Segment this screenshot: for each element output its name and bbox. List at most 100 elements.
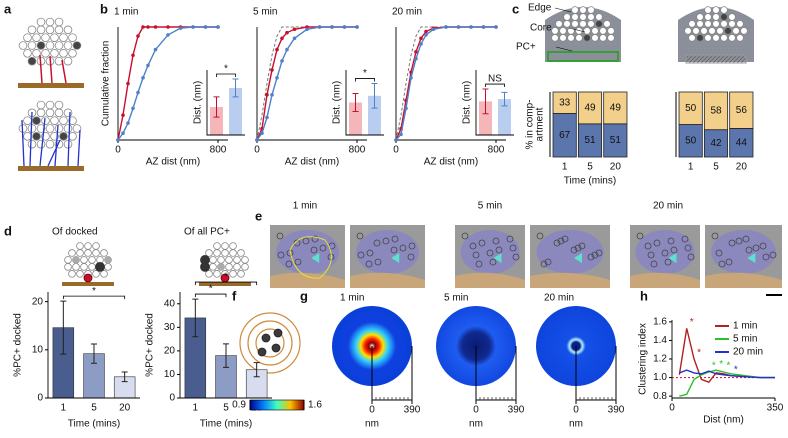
- vesicle: [512, 253, 520, 261]
- error-bar: [192, 298, 199, 338]
- tether: [21, 119, 25, 167]
- micrograph-title: 20 min: [653, 201, 683, 212]
- vesicle: [571, 6, 579, 14]
- vesicle: [80, 256, 88, 264]
- x-tick-label: 1: [688, 162, 694, 173]
- vesicle: [88, 256, 96, 264]
- active-zone: [18, 83, 84, 88]
- vesicle: [45, 139, 55, 149]
- vesicle: [68, 49, 77, 58]
- significance: *: [734, 364, 738, 375]
- vesicle: [644, 242, 652, 250]
- error-bar: [60, 300, 67, 355]
- postsynaptic: [455, 272, 525, 288]
- axes: [179, 292, 272, 399]
- value-label: 50: [685, 103, 697, 114]
- docked-marker: [311, 253, 320, 263]
- x-tick-label: 0: [254, 145, 260, 156]
- colorbar-label: 1.6: [308, 400, 322, 411]
- vesicle: [752, 244, 760, 252]
- vesicle: [64, 263, 72, 271]
- vesicle: [759, 242, 767, 250]
- vesicle: [229, 249, 237, 257]
- vesicle: [650, 260, 658, 268]
- vesicle: [80, 263, 88, 271]
- postsynaptic: [630, 272, 700, 288]
- vesicle: [294, 258, 302, 266]
- terminal: [545, 7, 621, 62]
- significance: *: [727, 361, 731, 372]
- data-point: [265, 93, 269, 97]
- vesicle: [587, 6, 595, 14]
- vesicle: [599, 27, 607, 35]
- vesicle: [63, 108, 73, 118]
- docked-marker: [668, 253, 677, 263]
- x-tick-label: 1: [193, 403, 199, 414]
- data-point: [146, 63, 150, 68]
- vesicle: [68, 270, 76, 278]
- vesicle: [36, 100, 46, 110]
- vesicle: [373, 239, 381, 247]
- vesicle: [276, 232, 284, 240]
- value-label: 49: [584, 103, 596, 114]
- vesicle: [237, 249, 245, 257]
- vesicle: [41, 116, 50, 125]
- vesicle: [229, 270, 237, 278]
- vesicle: [700, 27, 708, 35]
- vesicle: [579, 13, 587, 21]
- x-tick-label: 0: [393, 145, 399, 156]
- vesicle: [293, 239, 301, 247]
- vesicle: [68, 33, 77, 42]
- x-tick-label: 390: [608, 405, 625, 416]
- significance-bracket: [216, 73, 236, 77]
- vesicle: [509, 244, 517, 252]
- plot-title: Of all PC+: [184, 227, 230, 238]
- vesicle: [23, 116, 32, 125]
- vesicle: [221, 242, 229, 250]
- vesicle: [587, 253, 595, 261]
- vesicle: [736, 20, 744, 28]
- vesicle: [45, 41, 55, 50]
- vesicle: [567, 34, 575, 42]
- vesicle: [495, 246, 503, 254]
- vesicle: [273, 328, 283, 338]
- vesicle: [374, 258, 382, 266]
- vesicle: [209, 263, 217, 271]
- vesicle: [72, 263, 80, 271]
- vesicle: [661, 249, 669, 257]
- vesicle: [489, 258, 497, 266]
- y-tick-label: 0: [37, 393, 43, 404]
- vesicle: [571, 13, 579, 21]
- vesicle: [574, 244, 582, 252]
- vesicle: [742, 235, 750, 243]
- plot-title: 5 min: [444, 293, 468, 304]
- data-point: [409, 76, 413, 80]
- data-point: [255, 138, 259, 142]
- vesicle: [45, 17, 55, 27]
- vesicle: [720, 13, 728, 21]
- data-point: [141, 25, 145, 29]
- vesicle: [104, 256, 112, 264]
- vesicle: [72, 256, 80, 264]
- panel-label: g: [300, 288, 308, 303]
- vesicle: [356, 232, 364, 240]
- data-point: [153, 47, 158, 52]
- vesicle: [712, 13, 720, 21]
- significance: *: [719, 359, 723, 370]
- pc-plus-zone: [685, 54, 747, 64]
- significance: *: [92, 286, 96, 297]
- vesicle: [50, 49, 59, 58]
- vesicle: [579, 20, 587, 28]
- vesicle: [712, 6, 720, 14]
- panel-label: e: [255, 208, 262, 223]
- data-point: [166, 25, 170, 29]
- value-label: 56: [736, 105, 748, 116]
- y-axis-label: %PC+ docked: [13, 313, 24, 377]
- data-point: [126, 81, 130, 86]
- vesicle: [63, 56, 73, 66]
- vesicle: [692, 27, 700, 35]
- data-point: [131, 106, 135, 111]
- postsynaptic: [270, 272, 345, 288]
- vesicle: [92, 242, 100, 250]
- data-point: [121, 131, 125, 136]
